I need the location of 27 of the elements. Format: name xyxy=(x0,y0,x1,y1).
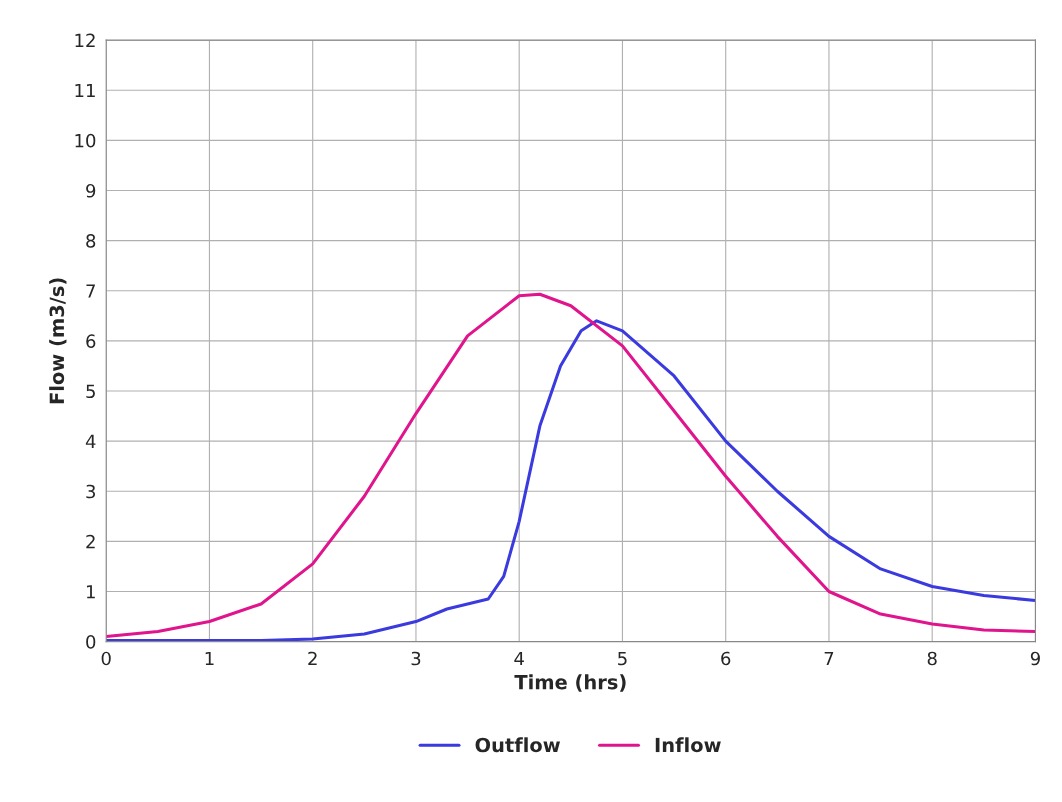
x-tick-label: 8 xyxy=(927,651,937,666)
x-tick-label: 3 xyxy=(411,651,421,666)
y-tick-label: 9 xyxy=(86,183,96,198)
x-tick-label: 0 xyxy=(101,651,111,666)
y-tick-label: 6 xyxy=(86,334,96,348)
y-tick-label: 12 xyxy=(75,33,95,47)
y-tick-label: 7 xyxy=(86,284,95,298)
y-tick-label: 11 xyxy=(75,83,95,98)
y-tick-label: 10 xyxy=(75,133,96,148)
y-tick-label: 2 xyxy=(86,534,95,549)
y-axis-title: Flow (m3/s) xyxy=(49,278,67,404)
x-tick-label: 1 xyxy=(205,651,214,666)
y-tick-label: 0 xyxy=(86,635,96,649)
x-tick-label: 2 xyxy=(308,651,317,666)
y-tick-label: 5 xyxy=(86,384,95,399)
y-tick-label: 3 xyxy=(86,484,96,499)
legend-label: Outflow xyxy=(475,737,560,753)
y-tick-label: 1 xyxy=(86,585,95,599)
y-tick-label: 8 xyxy=(86,234,96,248)
x-tick-label: 7 xyxy=(824,651,834,666)
x-tick-label: 5 xyxy=(618,651,627,666)
x-tick-label: 9 xyxy=(1030,651,1040,666)
x-axis-title: Time (hrs) xyxy=(514,674,626,692)
y-tick-label: 4 xyxy=(85,434,96,448)
x-tick-label: 4 xyxy=(514,651,524,666)
legend-label: Inflow xyxy=(655,737,721,753)
x-tick-label: 6 xyxy=(721,651,731,666)
